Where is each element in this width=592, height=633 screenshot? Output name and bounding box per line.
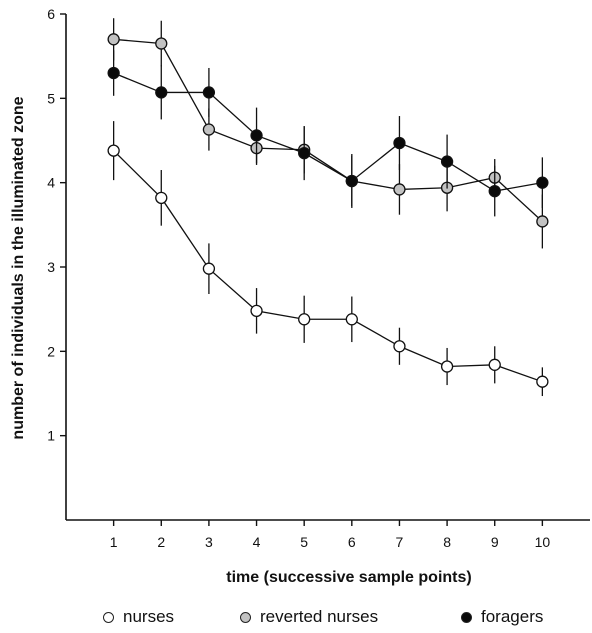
legend-label-nurses: nurses bbox=[123, 607, 175, 626]
point-nurses-6 bbox=[345, 313, 358, 326]
point-foragers-1 bbox=[107, 66, 120, 80]
point-foragers-5 bbox=[298, 146, 311, 160]
x-axis-title: time (successive sample points) bbox=[226, 569, 471, 586]
point-foragers-2 bbox=[155, 86, 168, 99]
y-tick-label-3: 3 bbox=[47, 259, 55, 275]
legend-item-foragers: foragers bbox=[461, 604, 543, 630]
series-layer bbox=[107, 18, 549, 397]
x-tick-label-10: 10 bbox=[535, 534, 551, 550]
y-tick-label-6: 6 bbox=[47, 6, 55, 22]
series-reverted-nurses bbox=[107, 18, 549, 249]
legend-item-nurses: nurses bbox=[103, 604, 174, 630]
point-foragers-3 bbox=[202, 86, 216, 99]
y-tick-label-1: 1 bbox=[47, 428, 55, 444]
point-nurses-1 bbox=[107, 144, 120, 157]
x-tick-label-8: 8 bbox=[443, 534, 451, 550]
x-tick-label-9: 9 bbox=[491, 534, 499, 550]
legend-label-foragers: foragers bbox=[481, 607, 544, 626]
x-tick-label-7: 7 bbox=[396, 534, 404, 550]
x-tick-label-4: 4 bbox=[253, 534, 261, 550]
x-tick-label-3: 3 bbox=[205, 534, 213, 550]
legend-marker-foragers bbox=[461, 611, 472, 623]
point-foragers-10 bbox=[536, 176, 549, 189]
point-foragers-4 bbox=[250, 129, 263, 142]
point-reverted-nurses-1 bbox=[107, 33, 120, 46]
y-tick-label-5: 5 bbox=[47, 90, 55, 106]
x-tick-label-5: 5 bbox=[300, 534, 308, 550]
legend-marker-reverted-nurses bbox=[240, 611, 251, 623]
point-nurses-5 bbox=[298, 313, 311, 326]
series-line-foragers bbox=[113, 72, 543, 192]
legend-label-reverted-nurses: reverted nurses bbox=[260, 607, 379, 626]
series-line-reverted-nurses bbox=[113, 38, 543, 222]
x-ticks: 1 2 3 4 5 6 7 8 9 10 bbox=[110, 520, 551, 550]
legend: nurses reverted nurses foragers bbox=[0, 604, 592, 630]
point-reverted-nurses-10 bbox=[536, 215, 549, 228]
point-nurses-4 bbox=[250, 304, 263, 318]
point-nurses-3 bbox=[202, 262, 216, 275]
point-nurses-2 bbox=[155, 191, 168, 204]
x-tick-label-2: 2 bbox=[157, 534, 165, 550]
y-tick-label-2: 2 bbox=[47, 343, 55, 359]
legend-marker-nurses bbox=[103, 611, 114, 623]
series-nurses bbox=[107, 121, 549, 397]
series-foragers bbox=[107, 50, 549, 217]
point-nurses-10 bbox=[536, 375, 549, 388]
point-nurses-7 bbox=[393, 340, 406, 353]
x-tick-label-6: 6 bbox=[348, 534, 356, 550]
legend-item-reverted-nurses: reverted nurses bbox=[240, 604, 378, 630]
point-foragers-9 bbox=[488, 184, 501, 198]
y-axis-title: number of individuals in the illuminated… bbox=[10, 96, 27, 439]
point-foragers-6 bbox=[345, 174, 358, 188]
point-reverted-nurses-2 bbox=[155, 37, 168, 50]
point-foragers-7 bbox=[393, 136, 406, 150]
point-nurses-9 bbox=[488, 358, 501, 371]
point-reverted-nurses-3 bbox=[202, 123, 216, 136]
y-ticks: 1 2 3 4 5 6 bbox=[47, 6, 66, 444]
series-line-nurses bbox=[113, 150, 543, 383]
x-tick-label-1: 1 bbox=[110, 534, 118, 550]
point-reverted-nurses-7 bbox=[393, 183, 406, 196]
point-nurses-8 bbox=[440, 360, 454, 373]
line-chart: 1 2 3 4 5 6 1 2 3 4 5 6 7 8 9 10 time (successive samp… bbox=[10, 6, 590, 586]
y-tick-label-4: 4 bbox=[47, 175, 55, 191]
point-foragers-8 bbox=[440, 155, 454, 168]
